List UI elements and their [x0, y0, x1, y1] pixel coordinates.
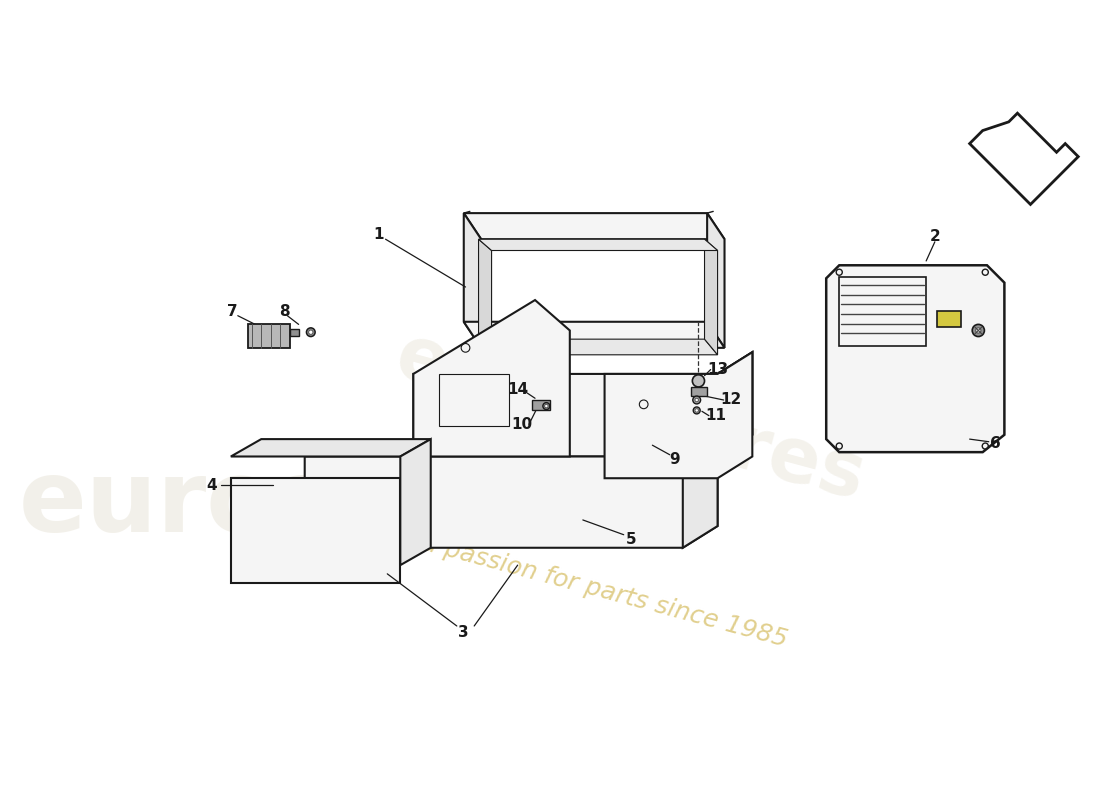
Polygon shape	[605, 352, 752, 478]
Text: 4: 4	[207, 478, 217, 493]
Text: 11: 11	[705, 408, 726, 423]
Text: eurospares: eurospares	[19, 456, 651, 553]
Polygon shape	[464, 213, 725, 239]
Bar	[532, 400, 550, 410]
Circle shape	[309, 330, 313, 334]
Bar	[692, 387, 707, 396]
Polygon shape	[707, 213, 725, 348]
Circle shape	[307, 328, 315, 337]
Polygon shape	[478, 339, 717, 355]
Bar	[249, 323, 290, 348]
Polygon shape	[478, 239, 492, 355]
Circle shape	[543, 402, 550, 410]
Text: a passion for parts since 1985: a passion for parts since 1985	[419, 530, 790, 652]
Polygon shape	[231, 439, 431, 457]
Text: 8: 8	[279, 304, 290, 319]
Text: 7: 7	[228, 304, 238, 319]
Circle shape	[695, 398, 698, 402]
Bar	[839, 277, 926, 346]
Text: 14: 14	[507, 382, 528, 397]
Circle shape	[692, 374, 704, 387]
Bar	[290, 329, 298, 336]
Polygon shape	[414, 352, 752, 457]
Polygon shape	[231, 478, 400, 582]
Bar	[936, 311, 961, 327]
Text: 9: 9	[669, 452, 680, 466]
Text: 6: 6	[990, 436, 1001, 451]
Text: 10: 10	[512, 417, 532, 432]
Polygon shape	[464, 322, 725, 348]
Polygon shape	[704, 239, 717, 355]
Polygon shape	[717, 352, 752, 457]
Text: 1: 1	[373, 227, 384, 242]
Circle shape	[544, 404, 548, 408]
Polygon shape	[400, 439, 431, 565]
Circle shape	[693, 396, 701, 404]
Circle shape	[695, 409, 698, 412]
Polygon shape	[969, 113, 1078, 205]
Text: 3: 3	[459, 626, 469, 641]
Circle shape	[693, 407, 701, 414]
Polygon shape	[683, 434, 717, 548]
Circle shape	[976, 328, 981, 333]
Text: eurospares: eurospares	[388, 319, 873, 516]
Text: 2: 2	[930, 229, 940, 244]
Text: 12: 12	[720, 393, 741, 407]
Polygon shape	[305, 434, 717, 548]
Text: 13: 13	[707, 362, 728, 377]
Circle shape	[972, 324, 984, 337]
Text: 5: 5	[625, 531, 636, 546]
Polygon shape	[414, 300, 570, 457]
Polygon shape	[826, 266, 1004, 452]
Polygon shape	[478, 239, 717, 250]
Polygon shape	[464, 213, 481, 348]
